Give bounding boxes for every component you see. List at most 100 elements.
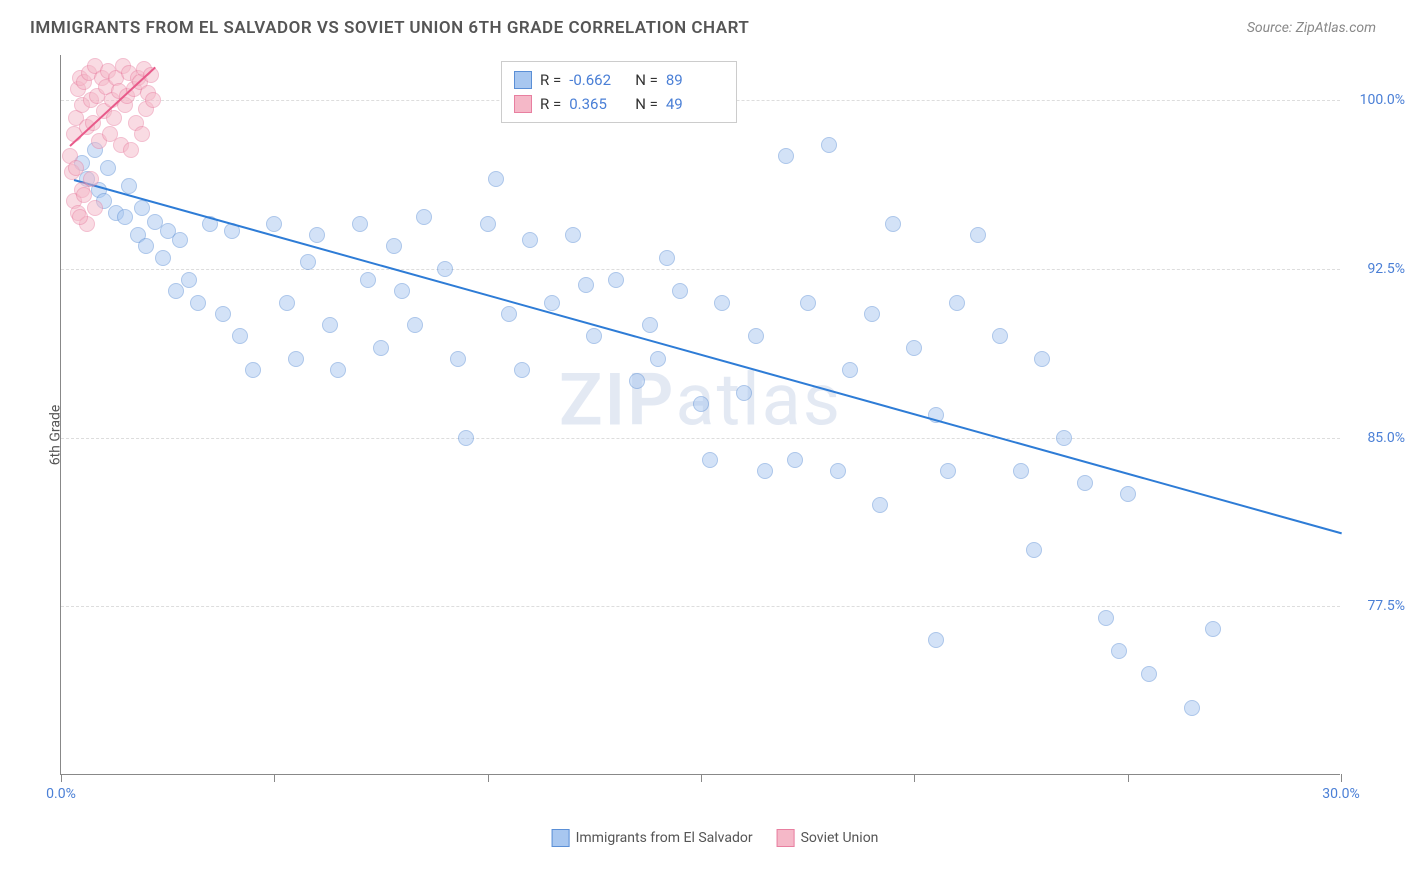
scatter-point	[872, 497, 888, 513]
plot-area: ZIPatlas R =-0.662N =89R = 0.365N =49 77…	[60, 55, 1340, 775]
scatter-point	[288, 351, 304, 367]
scatter-point	[693, 396, 709, 412]
scatter-point	[1026, 542, 1042, 558]
scatter-point	[72, 209, 88, 225]
scatter-point	[702, 452, 718, 468]
x-tick	[701, 774, 702, 782]
scatter-point	[842, 362, 858, 378]
scatter-point	[514, 362, 530, 378]
scatter-point	[748, 328, 764, 344]
scatter-point	[394, 283, 410, 299]
scatter-point	[608, 272, 624, 288]
scatter-point	[1056, 430, 1072, 446]
x-tick	[488, 774, 489, 782]
source-attribution: Source: ZipAtlas.com	[1247, 20, 1376, 36]
scatter-point	[352, 216, 368, 232]
scatter-point	[279, 295, 295, 311]
scatter-point	[650, 351, 666, 367]
scatter-point	[87, 200, 103, 216]
scatter-point	[544, 295, 560, 311]
correlation-legend: R =-0.662N =89R = 0.365N =49	[501, 61, 737, 123]
legend-row: R = 0.365N =49	[514, 92, 724, 116]
r-label: R =	[540, 92, 561, 116]
scatter-point	[522, 232, 538, 248]
scatter-point	[906, 340, 922, 356]
scatter-point	[1111, 643, 1127, 659]
legend-swatch	[514, 71, 532, 89]
r-value: 0.365	[569, 92, 627, 116]
scatter-point	[940, 463, 956, 479]
n-label: N =	[635, 92, 658, 116]
scatter-point	[864, 306, 880, 322]
scatter-point	[1098, 610, 1114, 626]
bottom-legend-item: Soviet Union	[777, 829, 879, 847]
y-tick-label: 85.0%	[1367, 430, 1405, 446]
scatter-point	[821, 137, 837, 153]
scatter-point	[300, 254, 316, 270]
r-label: R =	[540, 68, 561, 92]
gridline	[61, 606, 1340, 607]
scatter-point	[642, 317, 658, 333]
scatter-point	[181, 272, 197, 288]
scatter-point	[168, 283, 184, 299]
source-prefix: Source:	[1247, 20, 1296, 36]
scatter-point	[714, 295, 730, 311]
scatter-point	[970, 227, 986, 243]
scatter-point	[501, 306, 517, 322]
scatter-point	[215, 306, 231, 322]
legend-swatch	[777, 829, 795, 847]
x-tick-label: 30.0%	[1322, 786, 1360, 802]
header: IMMIGRANTS FROM EL SALVADOR VS SOVIET UN…	[0, 0, 1406, 46]
scatter-point	[885, 216, 901, 232]
scatter-point	[672, 283, 688, 299]
scatter-point	[117, 209, 133, 225]
scatter-point	[373, 340, 389, 356]
scatter-point	[578, 277, 594, 293]
x-tick	[914, 774, 915, 782]
scatter-point	[1013, 463, 1029, 479]
scatter-point	[407, 317, 423, 333]
scatter-point	[83, 171, 99, 187]
legend-swatch	[552, 829, 570, 847]
scatter-point	[949, 295, 965, 311]
chart-container: 6th Grade ZIPatlas R =-0.662N =89R = 0.3…	[60, 55, 1370, 815]
r-value: -0.662	[569, 68, 627, 92]
scatter-point	[736, 385, 752, 401]
y-tick-label: 92.5%	[1367, 261, 1405, 277]
scatter-point	[565, 227, 581, 243]
scatter-point	[1120, 486, 1136, 502]
bottom-legend-item: Immigrants from El Salvador	[552, 829, 753, 847]
scatter-point	[123, 142, 139, 158]
scatter-point	[787, 452, 803, 468]
x-tick	[61, 774, 62, 782]
trendline	[74, 179, 1342, 534]
scatter-point	[386, 238, 402, 254]
scatter-point	[928, 632, 944, 648]
scatter-point	[121, 178, 137, 194]
scatter-point	[416, 209, 432, 225]
legend-row: R =-0.662N =89	[514, 68, 724, 92]
scatter-point	[155, 250, 171, 266]
scatter-point	[629, 373, 645, 389]
scatter-point	[100, 160, 116, 176]
bottom-legend: Immigrants from El Salvador Soviet Union	[552, 829, 879, 847]
source-name: ZipAtlas.com	[1296, 20, 1376, 36]
scatter-point	[134, 126, 150, 142]
scatter-point	[450, 351, 466, 367]
scatter-point	[659, 250, 675, 266]
gridline	[61, 269, 1340, 270]
scatter-point	[586, 328, 602, 344]
scatter-point	[330, 362, 346, 378]
scatter-point	[800, 295, 816, 311]
scatter-point	[172, 232, 188, 248]
x-tick-label: 0.0%	[46, 786, 76, 802]
legend-swatch	[514, 95, 532, 113]
chart-title: IMMIGRANTS FROM EL SALVADOR VS SOVIET UN…	[30, 18, 749, 38]
y-tick-label: 77.5%	[1367, 598, 1405, 614]
gridline	[61, 438, 1340, 439]
scatter-point	[309, 227, 325, 243]
scatter-point	[134, 200, 150, 216]
scatter-point	[1184, 700, 1200, 716]
scatter-point	[992, 328, 1008, 344]
scatter-point	[138, 238, 154, 254]
